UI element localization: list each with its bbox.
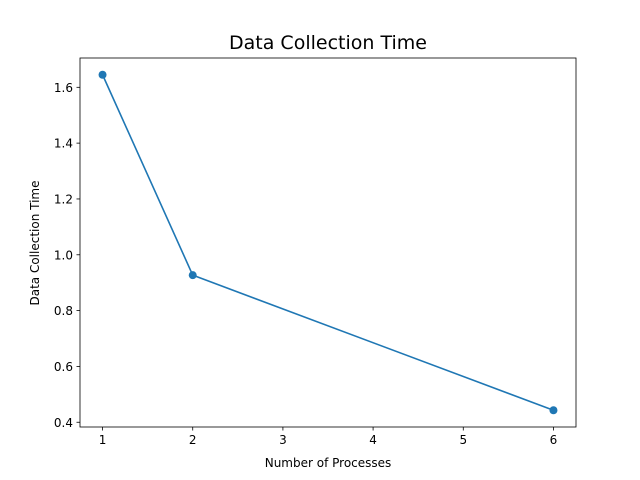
y-tick-label: 0.8 [54,304,73,318]
y-axis: 0.4 0.6 0.8 1.0 1.2 1.4 1.6 [54,81,80,430]
y-tick-label: 0.4 [54,416,73,430]
data-point [549,406,558,415]
x-tick-label: 4 [369,433,377,447]
axes-frame [79,57,577,428]
y-tick-label: 1.4 [54,137,73,151]
data-point [98,70,107,79]
x-axis-label: Number of Processes [265,456,392,470]
chart-title: Data Collection Time [229,32,427,54]
y-tick-label: 1.2 [54,192,73,206]
x-tick-label: 2 [189,433,197,447]
y-tick-label: 1.6 [54,81,73,95]
y-axis-label: Data Collection Time [28,180,42,305]
plot-area [98,70,558,415]
y-tick-label: 1.0 [54,248,73,262]
data-point [188,271,197,280]
x-tick-label: 6 [550,433,558,447]
y-tick-label: 0.6 [54,360,73,374]
x-tick-label: 1 [99,433,107,447]
x-tick-label: 3 [279,433,287,447]
x-axis: 1 2 3 4 5 6 [99,427,558,447]
x-tick-label: 5 [459,433,467,447]
